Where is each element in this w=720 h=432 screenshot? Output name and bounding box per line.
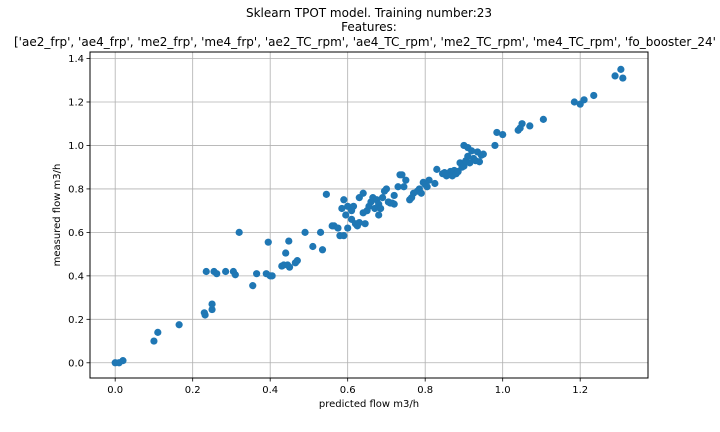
- y-axis-ticks: 0.0 0.2 0.4 0.6 0.8 1.0 1.2 1.4: [68, 54, 90, 369]
- data-point: [285, 263, 294, 271]
- chart-title-line-3: ['ae2_frp', 'ae4_frp', 'me2_frp', 'me4_f…: [14, 35, 716, 49]
- data-point: [334, 224, 342, 232]
- data-point: [493, 128, 501, 137]
- data-point: [460, 162, 468, 170]
- data-point: [231, 271, 239, 279]
- data-point: [154, 328, 162, 336]
- data-point: [264, 238, 272, 246]
- data-point: [417, 189, 425, 197]
- data-point: [499, 130, 507, 139]
- data-point: [590, 91, 598, 100]
- data-point: [570, 98, 578, 106]
- chart-title: Sklearn TPOT model. Training number:23 F…: [14, 6, 716, 49]
- data-point: [361, 220, 369, 228]
- data-points: [111, 65, 627, 367]
- x-tick-label: 0.4: [262, 385, 278, 396]
- data-point: [611, 72, 619, 80]
- y-tick-label: 0.6: [68, 228, 84, 239]
- y-tick-label: 0.8: [68, 184, 84, 195]
- data-point: [249, 282, 257, 290]
- grid-lines: [90, 52, 648, 378]
- data-point: [282, 249, 290, 257]
- data-point: [222, 267, 230, 276]
- data-point: [253, 270, 261, 278]
- y-tick-label: 1.0: [68, 141, 84, 152]
- data-point: [518, 120, 526, 128]
- data-point: [539, 115, 547, 123]
- data-point: [213, 270, 221, 278]
- x-tick-label: 0.2: [185, 385, 201, 396]
- data-point: [378, 194, 387, 202]
- data-point: [201, 311, 209, 319]
- data-point: [468, 147, 476, 155]
- y-tick-label: 0.4: [68, 271, 84, 282]
- data-point: [208, 300, 216, 308]
- data-point: [208, 305, 216, 314]
- data-point: [359, 189, 367, 197]
- data-point: [344, 224, 352, 232]
- data-point: [316, 228, 325, 236]
- data-point: [377, 204, 385, 213]
- y-tick-label: 1.2: [68, 97, 84, 108]
- x-tick-label: 0.8: [417, 385, 433, 396]
- chart-title-line-1: Sklearn TPOT model. Training number:23: [246, 6, 492, 20]
- data-point: [382, 185, 391, 193]
- plot-frame: [89, 51, 649, 379]
- data-point: [526, 122, 534, 130]
- data-point: [400, 183, 408, 191]
- data-point: [617, 65, 625, 73]
- data-point: [375, 211, 383, 219]
- y-tick-label: 0.2: [68, 315, 84, 326]
- data-point: [394, 183, 402, 191]
- data-point: [175, 321, 183, 329]
- x-axis-label: predicted flow m3/h: [319, 399, 419, 410]
- data-point: [338, 204, 346, 213]
- data-point: [479, 150, 487, 158]
- data-point: [293, 257, 301, 265]
- y-tick-label: 1.4: [68, 54, 84, 65]
- data-point: [580, 96, 588, 104]
- x-axis-ticks: 0.0 0.2 0.4 0.6 0.8 1.0 1.2: [107, 378, 588, 396]
- data-point: [268, 272, 276, 280]
- data-point: [342, 211, 350, 219]
- x-tick-label: 1.2: [572, 385, 588, 396]
- data-point: [355, 219, 363, 227]
- data-point: [150, 337, 158, 345]
- data-point: [390, 200, 398, 208]
- data-point: [491, 141, 499, 150]
- data-point: [423, 183, 431, 191]
- data-point: [433, 165, 441, 173]
- x-tick-label: 0.6: [340, 385, 356, 396]
- data-point: [340, 232, 348, 240]
- data-point: [285, 237, 293, 245]
- data-point: [202, 267, 210, 276]
- data-point: [340, 196, 348, 204]
- data-point: [301, 228, 309, 236]
- data-point: [464, 152, 472, 160]
- data-point: [349, 202, 358, 210]
- x-tick-label: 1.0: [495, 385, 511, 396]
- data-point: [318, 246, 327, 254]
- data-point: [402, 176, 410, 184]
- y-axis-label: measured flow m3/h: [52, 164, 63, 267]
- data-point: [398, 171, 406, 179]
- data-point: [322, 190, 330, 198]
- data-point: [475, 158, 484, 166]
- data-point: [309, 242, 317, 251]
- y-tick-label: 0.0: [68, 358, 84, 369]
- data-point: [390, 191, 398, 200]
- data-point: [119, 357, 127, 365]
- data-point: [619, 74, 627, 82]
- x-tick-label: 0.0: [107, 385, 123, 396]
- data-point: [425, 176, 433, 184]
- data-point: [235, 228, 243, 236]
- data-point: [431, 179, 439, 188]
- chart-title-line-2: Features:: [341, 20, 397, 34]
